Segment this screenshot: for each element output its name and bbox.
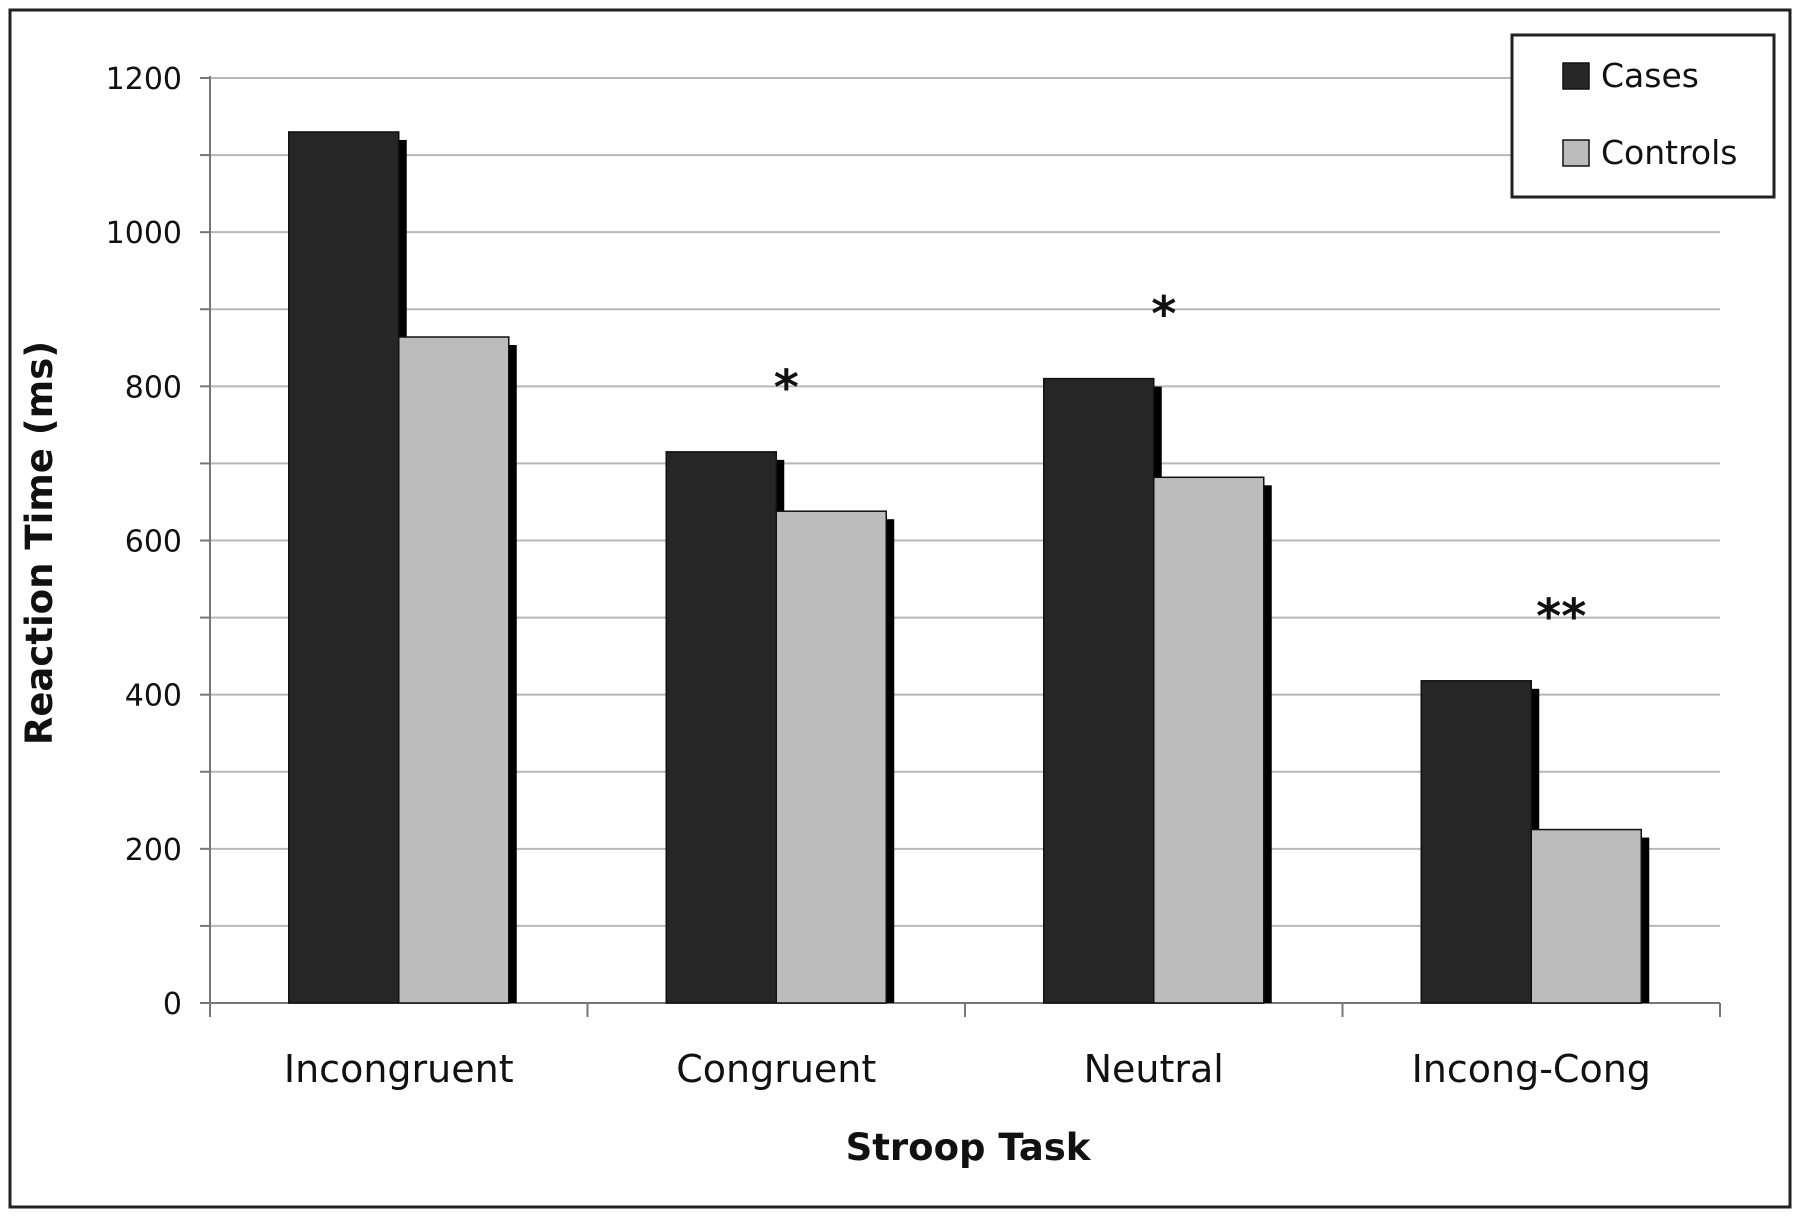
x-category-label: Incong-Cong [1412, 1047, 1651, 1091]
y-tick-label: 800 [125, 370, 182, 405]
bars [288, 131, 1650, 1004]
x-category-label: Incongruent [284, 1047, 514, 1091]
legend-label-controls: Controls [1601, 133, 1737, 172]
y-tick-label: 200 [125, 833, 182, 868]
legend: Cases Controls [1510, 33, 1776, 199]
significance-marker: ** [1536, 589, 1586, 645]
significance-marker: * [774, 360, 799, 416]
bar-cases [1043, 377, 1155, 1004]
y-tick-label: 400 [125, 679, 182, 714]
x-category-label: Neutral [1084, 1047, 1224, 1091]
bar-controls [1153, 476, 1265, 1004]
bar-controls [398, 336, 510, 1004]
y-tick-label: 600 [125, 525, 182, 560]
y-axis-title: Reaction Time (ms) [18, 341, 61, 745]
bar-cases [1420, 680, 1532, 1004]
legend-swatch-cases [1562, 62, 1590, 90]
significance-marker: * [1151, 287, 1176, 343]
bar-cases [288, 131, 400, 1004]
x-category-label: Congruent [676, 1047, 876, 1091]
x-axis-title: Stroop Task [846, 1126, 1092, 1169]
y-tick-label: 1000 [106, 216, 182, 251]
y-tick-label: 1200 [106, 62, 182, 97]
legend-box [1510, 33, 1776, 199]
bar-controls [775, 510, 887, 1004]
bar-cases [665, 451, 777, 1004]
bar-controls [1530, 828, 1642, 1004]
legend-label-cases: Cases [1601, 56, 1699, 95]
legend-swatch-controls [1562, 139, 1590, 167]
labels: 0 200 400 600 800 1000 1200 Incongruent Congruen… [106, 62, 1651, 1091]
y-tick-label: 0 [163, 987, 182, 1022]
